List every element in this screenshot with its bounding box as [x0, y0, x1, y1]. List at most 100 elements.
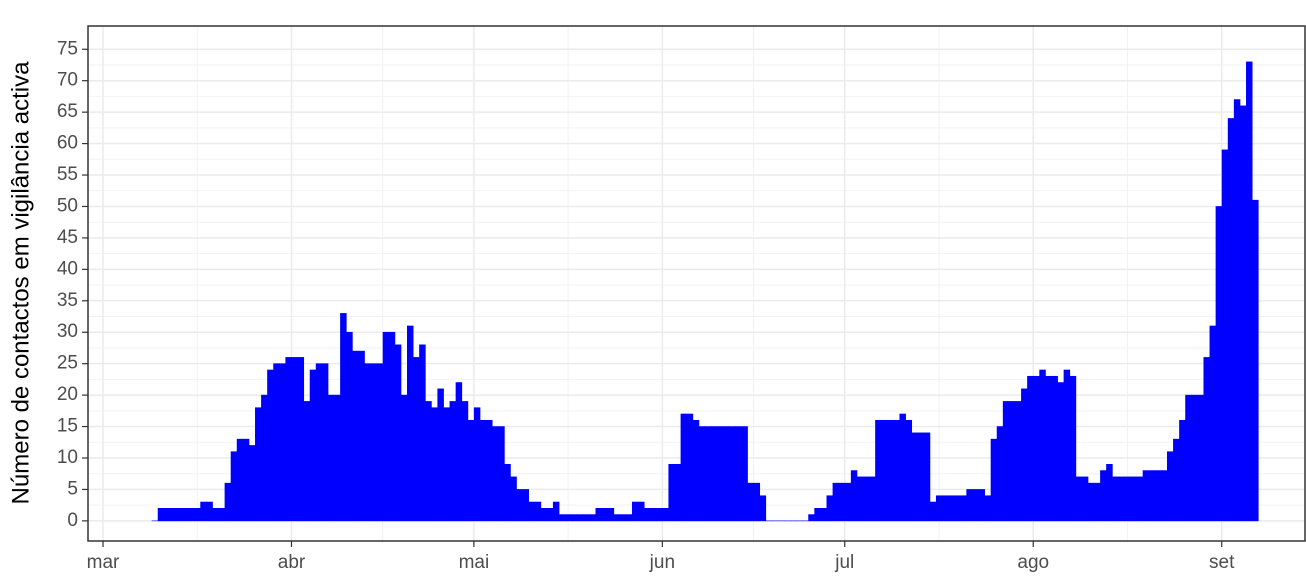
bar — [1179, 419, 1186, 522]
bar — [1057, 382, 1065, 522]
bar — [1124, 476, 1131, 522]
bar — [1203, 357, 1210, 522]
bar — [899, 413, 906, 522]
bar — [662, 508, 669, 522]
bar — [1233, 99, 1241, 522]
bar — [206, 501, 213, 522]
bar — [704, 426, 712, 522]
bar — [844, 482, 852, 522]
bar — [948, 495, 955, 522]
bar — [1081, 476, 1089, 522]
bar — [413, 357, 420, 522]
y-tick-label: 30 — [57, 321, 78, 342]
bar — [771, 520, 779, 522]
bar — [346, 331, 353, 522]
bars — [151, 61, 1259, 522]
bar — [583, 514, 590, 522]
bar — [285, 357, 292, 522]
bar — [850, 470, 858, 522]
bar — [467, 419, 475, 522]
bar — [668, 463, 675, 522]
bar — [431, 407, 438, 522]
bar — [802, 520, 809, 522]
bar — [1087, 482, 1095, 522]
bar — [826, 495, 833, 522]
bar — [881, 419, 888, 522]
x-tick-label: set — [1209, 552, 1235, 573]
bar — [1209, 325, 1217, 522]
bar — [528, 501, 536, 522]
bar — [723, 426, 730, 522]
bar — [929, 501, 937, 522]
bar — [1021, 388, 1028, 522]
bar — [856, 476, 864, 522]
axes: 0 5 10 15 20 25 30 35 40 45 50 55 60 65 70 75 mar abr mai j… — [57, 25, 1306, 573]
bar — [273, 363, 280, 522]
bar — [255, 407, 262, 522]
bar — [498, 426, 505, 522]
x-tick-label: mar — [87, 552, 120, 573]
bar — [711, 426, 718, 522]
bar — [759, 495, 767, 522]
bar — [650, 508, 657, 522]
bar — [449, 401, 457, 522]
bar — [151, 520, 159, 522]
panel-border — [87, 25, 1306, 542]
bar — [777, 520, 785, 522]
bar — [279, 363, 286, 522]
bar — [540, 508, 548, 522]
bar — [1252, 199, 1259, 522]
bar — [376, 363, 384, 522]
y-tick-label: 40 — [57, 258, 78, 279]
bar — [832, 482, 840, 522]
x-tick-label: jun — [649, 552, 675, 573]
y-tick-label: 35 — [57, 290, 78, 311]
bar — [340, 313, 347, 522]
bar — [334, 394, 341, 522]
y-tick-label: 60 — [57, 133, 78, 154]
bar — [425, 401, 432, 522]
bar — [419, 344, 426, 522]
bar — [303, 401, 311, 522]
bar — [352, 350, 359, 522]
bar — [309, 369, 317, 522]
bar — [455, 382, 463, 522]
bar — [996, 426, 1004, 522]
bar — [364, 363, 371, 522]
bar — [978, 489, 985, 522]
y-tick-label: 20 — [57, 384, 78, 405]
bar — [692, 419, 700, 522]
bar — [200, 501, 207, 522]
bar — [230, 451, 238, 522]
bar — [321, 363, 329, 522]
bar — [911, 432, 919, 522]
bar — [236, 438, 244, 522]
bar — [297, 357, 305, 522]
bar — [1118, 476, 1125, 522]
bar — [157, 508, 165, 522]
bar — [917, 432, 925, 522]
bar — [893, 419, 900, 522]
bar — [638, 501, 645, 522]
bar — [1227, 118, 1235, 522]
bar — [1142, 470, 1150, 522]
bar — [358, 350, 365, 522]
bar — [218, 508, 226, 522]
bar — [644, 508, 651, 522]
bar — [248, 445, 256, 522]
y-tick-label: 70 — [57, 70, 78, 91]
bar — [407, 325, 414, 522]
bar — [1002, 401, 1010, 522]
bar — [1130, 476, 1137, 522]
bar — [680, 413, 688, 522]
bar — [783, 520, 791, 522]
bar — [443, 407, 450, 522]
bar — [194, 508, 201, 522]
bar — [1197, 394, 1204, 522]
bar — [1215, 206, 1223, 522]
bar — [577, 514, 584, 522]
bar — [182, 508, 189, 522]
bar — [796, 520, 803, 522]
bar — [923, 432, 931, 522]
bar — [984, 495, 992, 522]
